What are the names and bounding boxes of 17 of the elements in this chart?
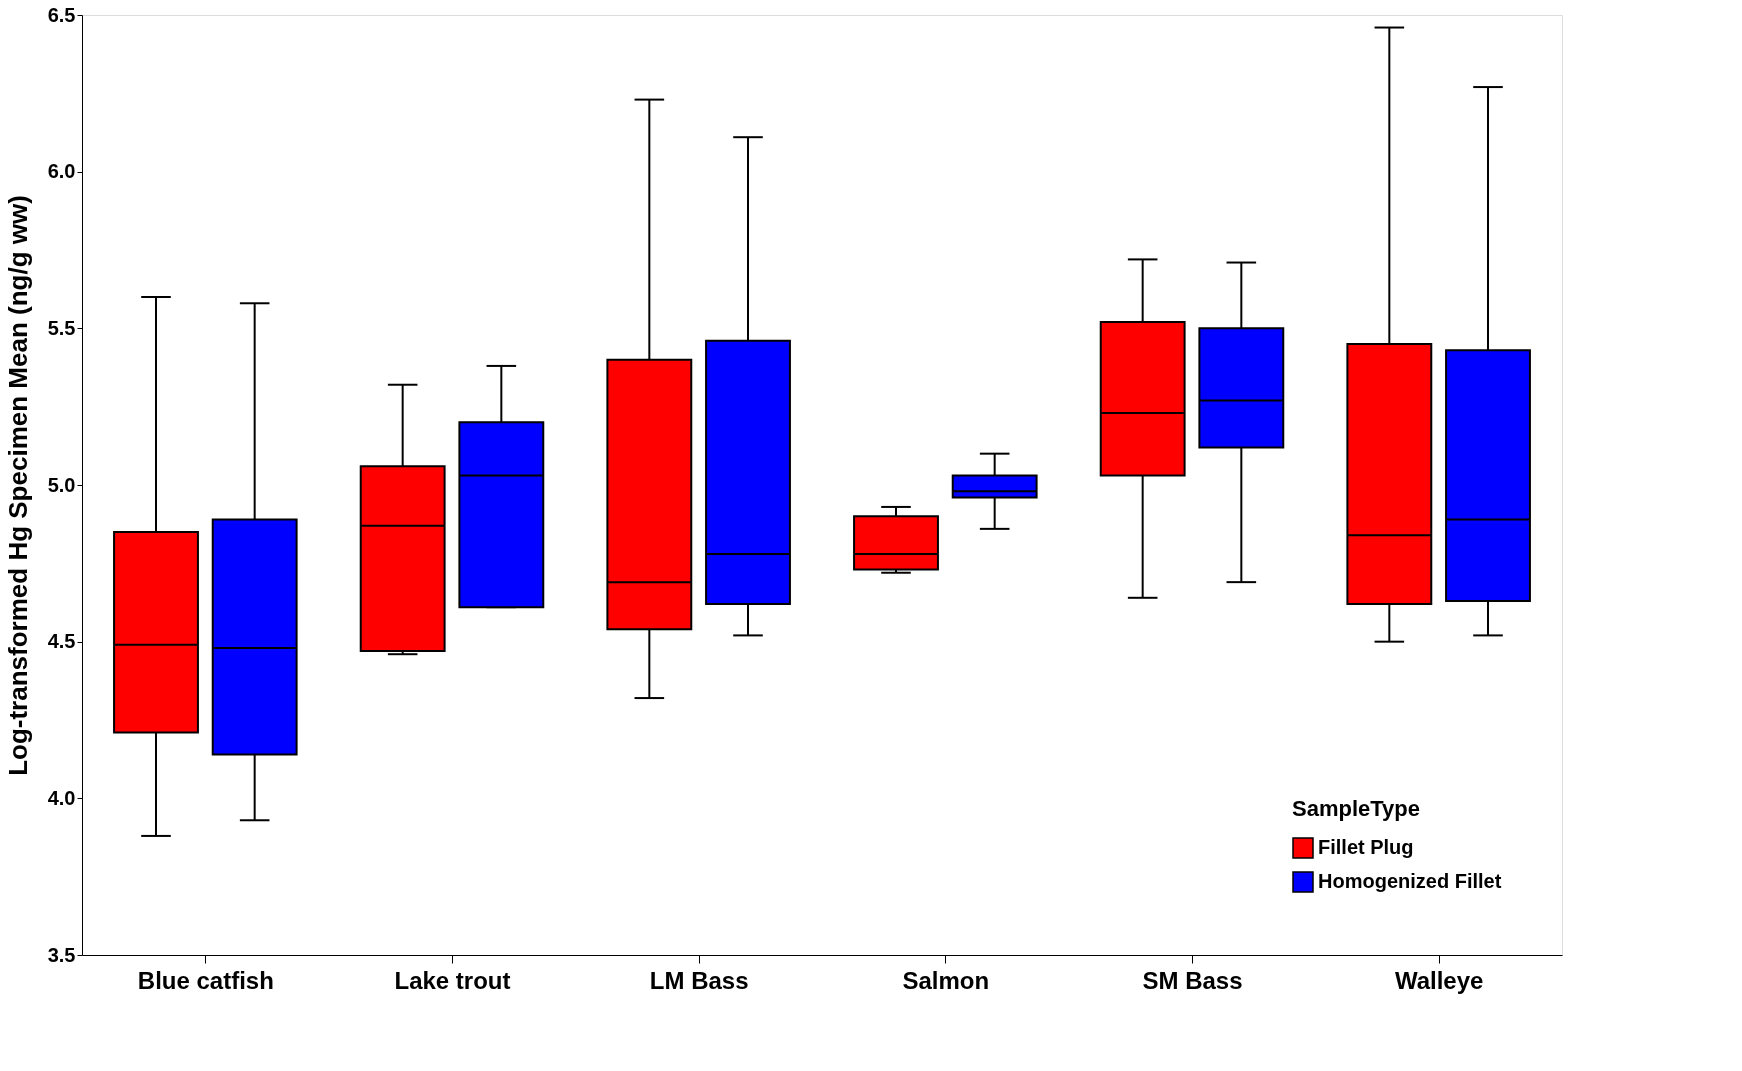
x-tick-label: Lake trout [394,966,511,994]
y-tick-label: 5.5 [47,316,76,339]
y-tick-label: 4.5 [47,630,76,653]
y-tick-label: 6.0 [47,160,76,183]
legend-label: Fillet Plug [1318,836,1414,858]
y-tick-label: 3.5 [47,943,76,966]
legend-label: Homogenized Fillet [1318,870,1502,892]
y-tick-label: 4.0 [47,786,76,809]
x-tick-label: SM Bass [1142,966,1243,994]
legend-title: SampleType [1292,796,1420,821]
y-axis-title: Log-transformed Hg Specimen Mean (ng/g ww) [2,195,33,776]
x-tick-label: Blue catfish [137,966,274,994]
x-tick-label: Walleye [1394,966,1484,994]
x-tick-label: Salmon [902,966,990,994]
y-tick-label: 6.5 [47,3,76,26]
y-tick-label: 5.0 [47,473,76,496]
x-tick-label: LM Bass [649,966,749,994]
